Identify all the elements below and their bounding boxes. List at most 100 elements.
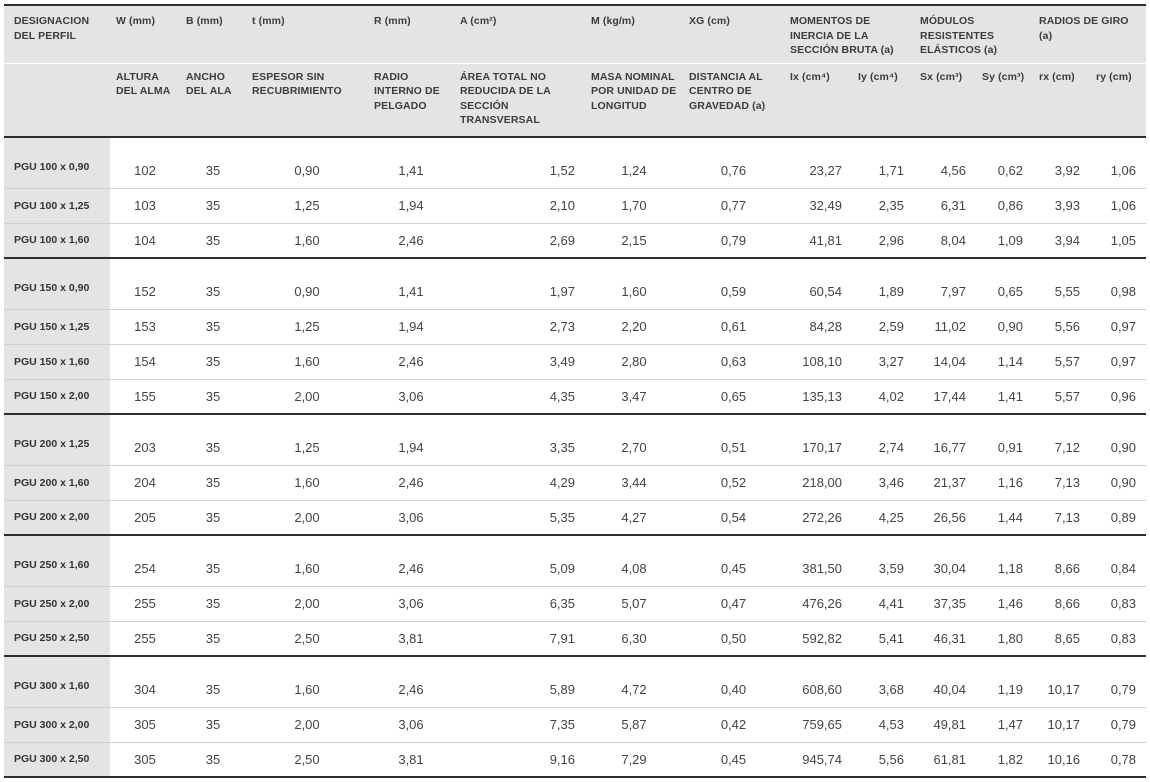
cell-ix: 108,10 bbox=[784, 344, 852, 380]
cell-w: 204 bbox=[110, 465, 180, 501]
cell-iy: 5,41 bbox=[852, 621, 915, 657]
cell-t: 2,50 bbox=[246, 742, 368, 778]
table-header: DESIGNACION DEL PERFIL W (mm) B (mm) t (… bbox=[4, 5, 1147, 138]
cell-ix: 759,65 bbox=[784, 707, 852, 743]
cell-a: 5,09 bbox=[454, 535, 585, 587]
col-r-sub: RADIO INTERNO DE PELGADO bbox=[368, 63, 454, 138]
cell-m: 2,20 bbox=[585, 309, 683, 345]
cell-sy: 1,16 bbox=[976, 465, 1034, 501]
cell-sy: 1,18 bbox=[976, 535, 1034, 587]
cell-designacion: PGU 150 x 1,25 bbox=[4, 309, 110, 345]
cell-w: 153 bbox=[110, 309, 180, 345]
col-designacion-sub bbox=[4, 63, 110, 138]
cell-sx: 4,56 bbox=[914, 137, 977, 189]
profile-table-container: DESIGNACION DEL PERFIL W (mm) B (mm) t (… bbox=[4, 4, 1147, 778]
cell-sy: 1,19 bbox=[976, 656, 1034, 708]
cell-t: 1,60 bbox=[246, 656, 368, 708]
cell-r: 3,81 bbox=[368, 621, 454, 657]
cell-sy: 1,14 bbox=[976, 344, 1034, 380]
cell-r: 3,06 bbox=[368, 379, 454, 415]
cell-ix: 23,27 bbox=[784, 137, 852, 189]
cell-r: 2,46 bbox=[368, 656, 454, 708]
cell-t: 1,60 bbox=[246, 344, 368, 380]
cell-iy: 3,68 bbox=[852, 656, 915, 708]
cell-w: 304 bbox=[110, 656, 180, 708]
cell-sy: 0,86 bbox=[976, 188, 1034, 224]
cell-rx: 7,13 bbox=[1033, 500, 1091, 536]
cell-ix: 32,49 bbox=[784, 188, 852, 224]
cell-designacion: PGU 300 x 1,60 bbox=[4, 656, 110, 708]
cell-t: 2,00 bbox=[246, 586, 368, 622]
cell-w: 255 bbox=[110, 621, 180, 657]
cell-sy: 0,62 bbox=[976, 137, 1034, 189]
cell-b: 35 bbox=[180, 535, 246, 587]
cell-ry: 0,89 bbox=[1090, 500, 1147, 536]
cell-ix: 60,54 bbox=[784, 258, 852, 310]
cell-w: 103 bbox=[110, 188, 180, 224]
cell-sy: 1,41 bbox=[976, 379, 1034, 415]
cell-designacion: PGU 150 x 1,60 bbox=[4, 344, 110, 380]
cell-r: 3,06 bbox=[368, 500, 454, 536]
cell-ry: 1,06 bbox=[1090, 137, 1147, 189]
cell-ry: 0,79 bbox=[1090, 656, 1147, 708]
cell-designacion: PGU 150 x 2,00 bbox=[4, 379, 110, 415]
cell-ix: 945,74 bbox=[784, 742, 852, 778]
cell-xg: 0,59 bbox=[683, 258, 784, 310]
cell-r: 2,46 bbox=[368, 465, 454, 501]
cell-w: 203 bbox=[110, 414, 180, 466]
cell-sx: 14,04 bbox=[914, 344, 977, 380]
cell-t: 1,60 bbox=[246, 223, 368, 259]
cell-ix: 381,50 bbox=[784, 535, 852, 587]
cell-b: 35 bbox=[180, 188, 246, 224]
cell-ry: 0,90 bbox=[1090, 414, 1147, 466]
col-a-sub: ÁREA TOTAL NO REDUCIDA DE LA SECCIÓN TRA… bbox=[454, 63, 585, 138]
cell-w: 305 bbox=[110, 707, 180, 743]
col-w-sub: ALTURA DEL ALMA bbox=[110, 63, 180, 138]
cell-ix: 135,13 bbox=[784, 379, 852, 415]
cell-b: 35 bbox=[180, 707, 246, 743]
cell-t: 1,60 bbox=[246, 535, 368, 587]
cell-m: 2,80 bbox=[585, 344, 683, 380]
cell-rx: 5,57 bbox=[1033, 344, 1091, 380]
cell-a: 5,89 bbox=[454, 656, 585, 708]
cell-sy: 1,82 bbox=[976, 742, 1034, 778]
cell-sx: 17,44 bbox=[914, 379, 977, 415]
cell-xg: 0,42 bbox=[683, 707, 784, 743]
cell-t: 0,90 bbox=[246, 258, 368, 310]
cell-rx: 10,16 bbox=[1033, 742, 1091, 778]
cell-sy: 0,65 bbox=[976, 258, 1034, 310]
table-row: PGU 200 x 2,00 205 35 2,00 3,06 5,35 4,27 0,54 2… bbox=[4, 500, 1147, 536]
cell-b: 35 bbox=[180, 414, 246, 466]
cell-w: 305 bbox=[110, 742, 180, 778]
cell-sx: 7,97 bbox=[914, 258, 977, 310]
cell-w: 104 bbox=[110, 223, 180, 259]
cell-ix: 41,81 bbox=[784, 223, 852, 259]
cell-iy: 3,27 bbox=[852, 344, 915, 380]
cell-rx: 3,94 bbox=[1033, 223, 1091, 259]
cell-xg: 0,45 bbox=[683, 535, 784, 587]
col-t-sub: ESPESOR SIN RECUBRIMIENTO bbox=[246, 63, 368, 138]
col-ry-sub: ry (cm) bbox=[1090, 63, 1147, 138]
cell-b: 35 bbox=[180, 500, 246, 536]
cell-m: 1,70 bbox=[585, 188, 683, 224]
cell-iy: 4,41 bbox=[852, 586, 915, 622]
cell-rx: 3,93 bbox=[1033, 188, 1091, 224]
table-row: PGU 100 x 1,60 104 35 1,60 2,46 2,69 2,15 0,79 4… bbox=[4, 223, 1147, 259]
cell-t: 2,00 bbox=[246, 707, 368, 743]
cell-xg: 0,77 bbox=[683, 188, 784, 224]
cell-sy: 1,44 bbox=[976, 500, 1034, 536]
cell-r: 1,41 bbox=[368, 137, 454, 189]
col-m-sub: MASA NOMINAL POR UNIDAD DE LONGITUD bbox=[585, 63, 683, 138]
cell-xg: 0,61 bbox=[683, 309, 784, 345]
cell-m: 3,44 bbox=[585, 465, 683, 501]
cell-ix: 84,28 bbox=[784, 309, 852, 345]
cell-r: 1,94 bbox=[368, 309, 454, 345]
cell-xg: 0,45 bbox=[683, 742, 784, 778]
cell-designacion: PGU 250 x 1,60 bbox=[4, 535, 110, 587]
cell-rx: 8,66 bbox=[1033, 535, 1091, 587]
cell-ix: 218,00 bbox=[784, 465, 852, 501]
cell-sx: 21,37 bbox=[914, 465, 977, 501]
cell-rx: 5,56 bbox=[1033, 309, 1091, 345]
table-row: PGU 200 x 1,25 203 35 1,25 1,94 3,35 2,70 0,51 1… bbox=[4, 414, 1147, 466]
cell-a: 3,49 bbox=[454, 344, 585, 380]
